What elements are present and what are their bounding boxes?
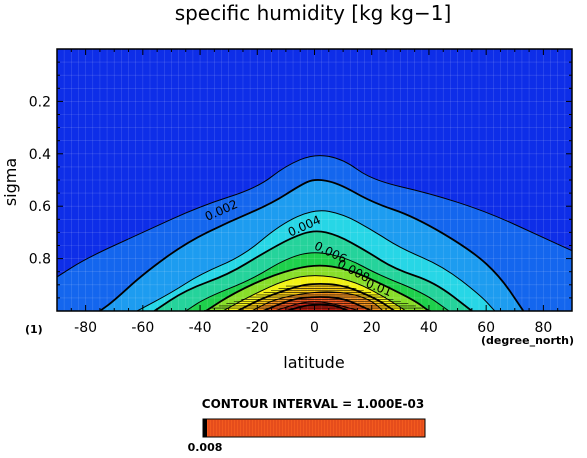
colorbar-label: 0.008 [188,441,223,453]
contour-line-0.006 [205,264,430,311]
x-axis: -80 -60 -40 -20 0 20 40 60 80 [56,49,573,336]
contour-line-0.003 [136,210,496,311]
y-tick-label: 0.8 [29,252,51,268]
contour-interval-text: CONTOUR INTERVAL = 1.000E-03 [202,397,424,411]
y-tick-label: 0.2 [29,94,51,110]
contour-line-0.005 [185,252,450,311]
x-axis-label: latitude [283,353,344,372]
x-tick-label: 0 [310,320,319,336]
x-unit-label: (degree_north) [481,334,574,347]
colorbar-left-cap [203,419,207,437]
y-axis-label: sigma [1,158,20,206]
contour-lines [57,155,572,311]
y-extra-label: (1) [25,323,43,336]
x-tick-label: 40 [420,320,438,336]
contour-line-0.002 [99,179,525,311]
contour-line-0.001 [57,155,572,278]
x-tick-label: 60 [477,320,495,336]
y-axis: 0.2 0.4 0.6 0.8 [29,61,572,299]
colorbar: 0.008 [188,418,426,454]
x-tick-label: -20 [246,320,269,336]
x-tick-label: -40 [189,320,212,336]
y-tick-label: 0.6 [29,199,51,215]
chart-title: specific humidity [kg kg−1] [175,1,452,25]
x-tick-label: -60 [131,320,154,336]
contour-line-0.007 [222,275,407,311]
x-tick-label: -80 [74,320,97,336]
contour-line-0.004 [153,230,473,311]
x-tick-label: 20 [363,320,381,336]
grid-lines [57,49,572,311]
contour-line-0.008 [236,283,396,311]
y-tick-label: 0.4 [29,147,51,163]
x-tick-label: 80 [534,320,552,336]
